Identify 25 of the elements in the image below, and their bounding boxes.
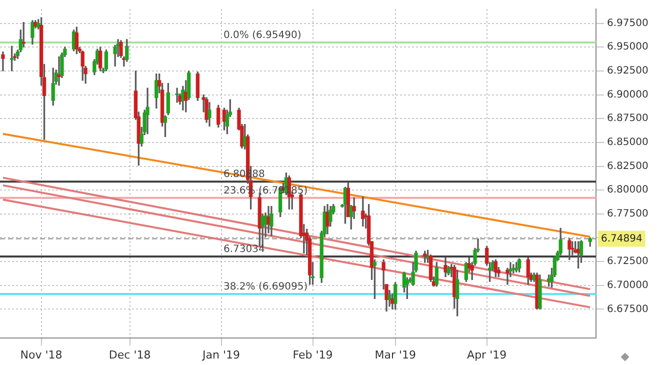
x-tick-label: Nov '18 [20,348,62,362]
candlestick [175,88,179,103]
y-tick-label: 6.77500 [607,208,648,220]
x-tick-label: Dec '18 [108,348,151,362]
ref-line-label: 38.2% (6.69095) [224,282,308,293]
x-tick-label: Mar '19 [374,348,416,362]
ref-line-label: 6.73034 [224,244,265,256]
ref-line-label: 6.74894 [601,233,642,244]
y-tick-label: 6.97500 [607,18,648,29]
y-tick-label: 6.95000 [607,42,648,53]
x-tick-label: Feb '19 [292,348,333,362]
y-tick-label: 6.72500 [607,256,648,268]
y-tick-label: 6.80000 [607,184,648,196]
y-tick-label: 6.67500 [607,304,648,315]
y-tick-label: 6.92500 [607,66,648,77]
candlestick [1,52,5,72]
ref-line-label: 0.0% (6.95490) [224,30,302,42]
y-tick-label: 6.87500 [607,113,648,124]
x-tick-label: Jan '19 [202,348,240,362]
y-tick-label: 6.85000 [607,137,648,148]
y-tick-label: 6.70000 [607,280,648,291]
candlestick [146,88,150,134]
y-tick-label: 6.90000 [607,89,648,100]
x-tick-label: Apr '19 [467,348,507,362]
y-tick-label: 6.82500 [607,160,648,172]
